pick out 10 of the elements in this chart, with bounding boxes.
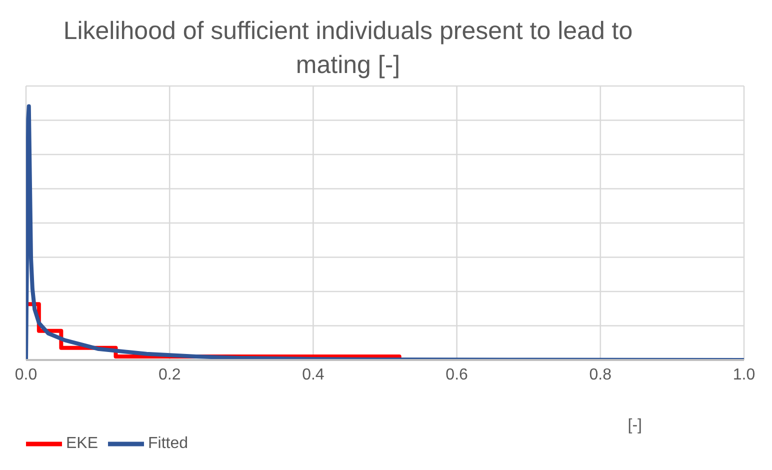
x-tick-label: 0.8 bbox=[589, 366, 612, 384]
x-tick-label: 0.6 bbox=[446, 366, 468, 384]
x-tick-label: 0.4 bbox=[302, 366, 324, 384]
legend-label: EKE bbox=[66, 435, 98, 452]
x-axis-title: [-] bbox=[628, 417, 642, 434]
chart-title: Likelihood of sufficient individuals present to lead to mating [-] bbox=[62, 16, 634, 81]
x-tick-label: 1.0 bbox=[732, 366, 756, 384]
x-tick-label: 0.0 bbox=[14, 366, 38, 384]
legend-label: Fitted bbox=[148, 435, 188, 452]
x-tick-label: 0.2 bbox=[158, 366, 181, 384]
